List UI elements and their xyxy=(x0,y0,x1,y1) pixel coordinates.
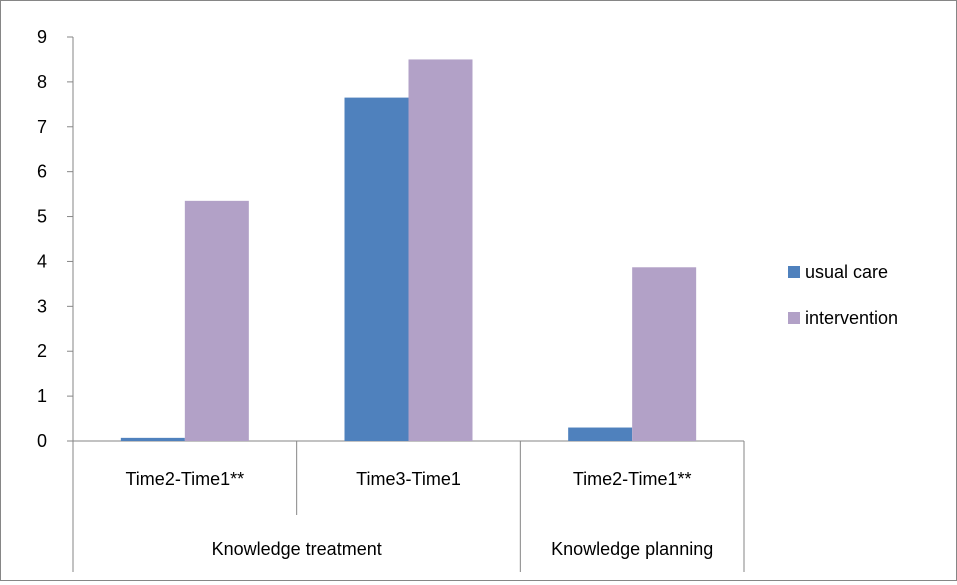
x-category-label: Time2-Time1** xyxy=(573,469,692,489)
bar-usual-care-0 xyxy=(120,437,185,441)
x-category-label: Time2-Time1** xyxy=(125,469,244,489)
y-tick-label: 9 xyxy=(37,27,47,47)
y-tick-label: 4 xyxy=(37,251,47,271)
y-tick-label: 5 xyxy=(37,207,47,227)
y-tick-label: 0 xyxy=(37,431,47,451)
y-tick-label: 6 xyxy=(37,162,47,182)
y-tick-label: 3 xyxy=(37,296,47,316)
legend-swatch-intervention xyxy=(788,312,800,324)
bars xyxy=(120,59,697,441)
x-group-label: Knowledge planning xyxy=(551,539,713,559)
bar-usual-care-1 xyxy=(344,97,409,441)
x-axis-labels: Time2-Time1** Time3-Time1 Time2-Time1** Kno… xyxy=(72,441,745,572)
x-category-label: Time3-Time1 xyxy=(356,469,461,489)
x-group-label: Knowledge treatment xyxy=(212,539,382,559)
legend-label: intervention xyxy=(805,308,898,328)
bar-intervention-0 xyxy=(184,200,249,441)
bar-usual-care-2 xyxy=(568,427,633,441)
y-tick-label: 7 xyxy=(37,117,47,137)
y-tick-label: 1 xyxy=(37,386,47,406)
legend-swatch-usual-care xyxy=(788,266,800,278)
y-axis-ticks: 0 1 2 3 4 5 6 7 8 9 xyxy=(37,27,73,451)
y-tick-label: 2 xyxy=(37,341,47,361)
y-tick-label: 8 xyxy=(37,72,47,92)
bar-intervention-2 xyxy=(632,267,697,441)
bar-intervention-1 xyxy=(408,59,473,441)
legend-label: usual care xyxy=(805,262,888,282)
legend: usual care intervention xyxy=(788,262,898,328)
